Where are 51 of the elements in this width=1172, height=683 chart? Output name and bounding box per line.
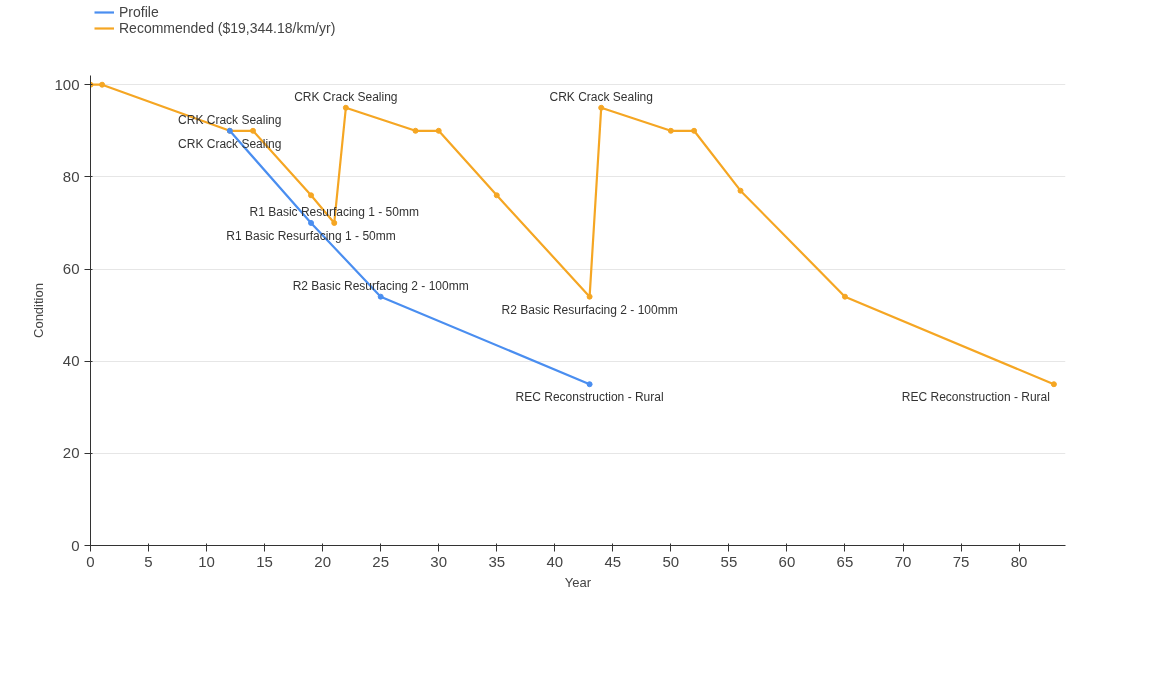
x-tick-label: 15	[256, 552, 273, 570]
y-tick-label: 60	[62, 260, 80, 278]
x-tick-label: 25	[372, 552, 390, 570]
x-tick-label: 70	[894, 552, 912, 570]
point	[250, 127, 256, 134]
x-tick-label: 80	[1010, 552, 1028, 570]
point	[586, 293, 593, 300]
point	[841, 293, 848, 300]
y-axis-title: Condition	[31, 283, 47, 338]
point	[691, 127, 698, 134]
x-tick-label: 20	[314, 552, 331, 570]
annotation: REC Reconstruction - Rural	[515, 390, 664, 405]
x-axis-title: Year	[564, 574, 592, 590]
x-tick-label: 75	[952, 552, 970, 570]
point	[342, 104, 349, 111]
annotation: REC Reconstruction - Rural	[901, 390, 1050, 405]
point	[308, 192, 315, 199]
point	[737, 187, 744, 194]
point	[412, 127, 419, 134]
legend-label: Profile	[119, 4, 159, 20]
y-tick-label: 40	[62, 352, 80, 370]
point	[308, 219, 315, 226]
annotation: R2 Basic Resurfacing 2 - 100mm	[501, 302, 678, 317]
x-tick-label: 50	[662, 552, 680, 570]
point	[598, 104, 605, 111]
point	[586, 381, 593, 388]
x-tick-label: 65	[836, 552, 854, 570]
point	[435, 127, 442, 134]
point	[99, 81, 106, 88]
point	[667, 127, 674, 134]
x-tick-label: 5	[144, 552, 153, 570]
x-tick-label: 45	[604, 552, 622, 570]
annotation: CRK Crack Sealing	[178, 112, 282, 127]
x-tick-label: 55	[720, 552, 738, 570]
x-tick-label: 40	[546, 552, 564, 570]
y-tick-label: 80	[62, 167, 80, 185]
point	[377, 293, 384, 300]
annotation: CRK Crack Sealing	[294, 89, 398, 104]
annotation: CRK Crack Sealing	[549, 89, 653, 104]
x-tick-label: 30	[430, 552, 448, 570]
y-tick-label: 20	[62, 444, 80, 462]
legend-label: Recommended ($19,344.18/km/yr)	[119, 20, 336, 36]
point	[331, 219, 338, 226]
y-tick-label: 0	[71, 536, 80, 554]
x-tick-label: 0	[86, 552, 95, 570]
point	[1050, 381, 1057, 388]
x-tick-label: 10	[198, 552, 215, 570]
point	[493, 192, 500, 199]
y-tick-label: 100	[54, 75, 80, 93]
x-tick-label: 60	[778, 552, 796, 570]
x-tick-label: 35	[488, 552, 506, 570]
